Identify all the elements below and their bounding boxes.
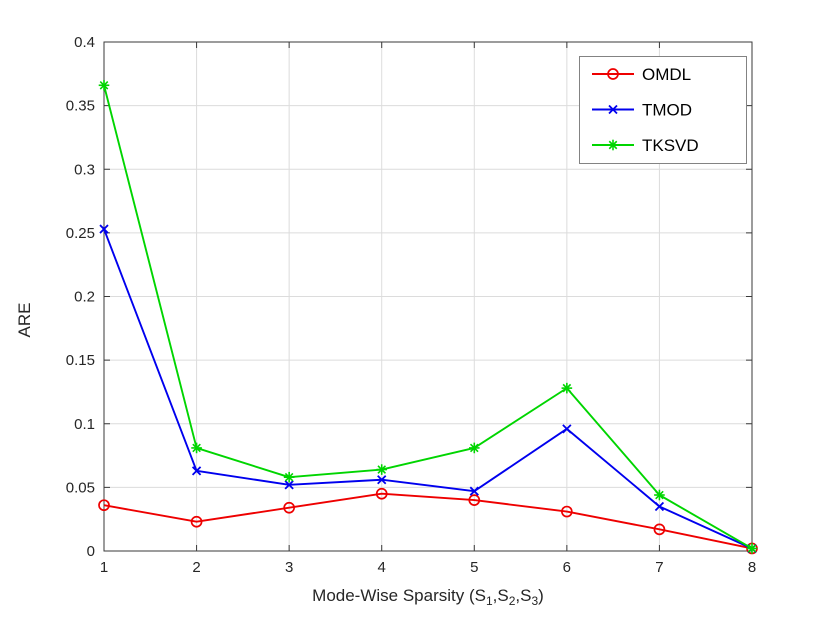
x-marker — [284, 480, 294, 490]
y-tick-label: 0.2 — [74, 289, 95, 306]
x-marker — [191, 466, 202, 476]
x-marker — [608, 104, 618, 115]
asterisk-marker — [747, 544, 757, 553]
x-tick-label: 7 — [655, 559, 663, 576]
x-marker — [469, 486, 479, 496]
y-tick-label: 0.1 — [74, 416, 95, 433]
circle-marker — [190, 515, 203, 528]
circle-marker — [607, 68, 619, 80]
y-tick-label: 0.05 — [66, 479, 95, 496]
circle-marker — [283, 501, 295, 514]
x-marker — [654, 501, 665, 512]
asterisk-marker — [192, 443, 201, 453]
series-line-OMDL — [103, 492, 753, 550]
y-axis-label: ARE — [15, 303, 34, 338]
x-marker — [562, 424, 572, 434]
asterisk-marker — [562, 383, 572, 393]
series-OMDL — [98, 487, 758, 555]
series-line-TKSVD — [103, 85, 753, 550]
circle-marker — [468, 494, 481, 506]
circle-marker — [98, 499, 110, 512]
asterisk-marker — [284, 472, 294, 482]
legend: OMDL TMOD TKSVD — [579, 56, 747, 164]
asterisk-marker — [377, 465, 387, 474]
y-tick-label: 0.15 — [66, 352, 95, 369]
x-tick-label: 5 — [470, 559, 478, 576]
y-tick-label: 0.4 — [74, 34, 95, 51]
legend-label: OMDL — [642, 65, 691, 84]
x-tick-label: 2 — [192, 559, 200, 576]
asterisk-marker — [608, 140, 618, 150]
x-axis-label: Mode-Wise Sparsity (S1,S2,S3) — [312, 586, 544, 608]
series-TMOD — [99, 224, 757, 554]
asterisk-marker — [655, 490, 664, 500]
asterisk-marker — [469, 443, 479, 453]
x-tick-label: 4 — [378, 559, 386, 576]
y-tick-label: 0.35 — [66, 98, 95, 115]
asterisk-marker — [99, 80, 109, 90]
y-tick-label: 0.3 — [74, 161, 95, 178]
circle-marker — [561, 505, 573, 518]
x-marker — [99, 224, 109, 234]
legend-label: TMOD — [642, 101, 692, 120]
x-marker — [377, 475, 387, 485]
circle-marker — [653, 523, 666, 536]
x-tick-label: 3 — [285, 559, 293, 576]
circle-marker — [375, 487, 388, 500]
legend-label: TKSVD — [642, 136, 699, 155]
y-tick-label: 0.25 — [66, 225, 95, 242]
y-tick-label: 0 — [87, 543, 95, 560]
series-line-TMOD — [103, 228, 753, 550]
series-TKSVD — [98, 79, 758, 554]
x-tick-label: 6 — [563, 559, 571, 576]
x-tick-label: 1 — [100, 559, 108, 576]
x-tick-label: 8 — [748, 559, 756, 576]
